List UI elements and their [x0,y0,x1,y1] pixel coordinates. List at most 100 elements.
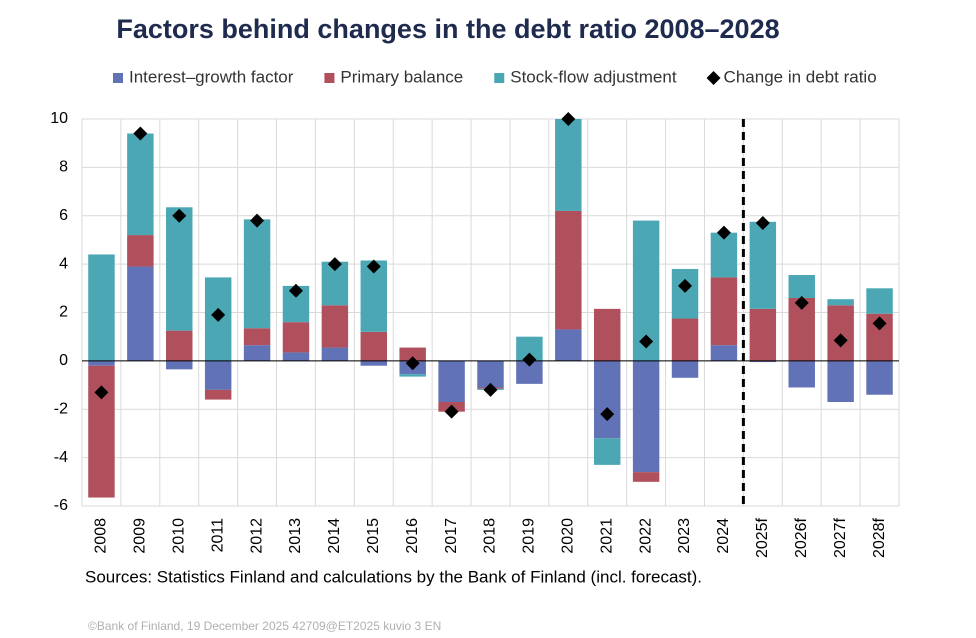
bar-segment [321,347,349,361]
bar-segment [360,331,388,361]
bar-segment [632,360,660,473]
bar-segment [88,254,115,361]
x-tick-label: 2024 [715,518,732,554]
y-tick-label: 6 [59,207,68,224]
x-tick-label: 2010 [170,518,187,554]
bar-segment [282,352,310,361]
bar-segment [710,277,738,346]
x-tick-label: 2016 [404,518,421,554]
bar-segment [671,318,699,361]
debt-change-marker [833,333,848,348]
bar-segment [243,328,271,346]
legend-label: Interest–growth factor [129,67,294,86]
bar-segment [88,360,115,366]
x-tick-label: 2014 [326,518,343,554]
debt-change-marker [94,385,109,400]
debt-change-marker [172,208,187,223]
legend-swatch [494,73,505,83]
bar-segment [360,360,388,366]
bar-segment [204,389,232,400]
debt-change-marker [600,407,615,422]
x-tick-label: 2018 [482,518,499,554]
x-tick-label: 2027f [832,517,849,558]
footer: ©Bank of Finland, 19 December 2025 42709… [88,619,441,633]
x-tick-label: 2009 [132,518,149,554]
bar-segment [166,207,193,331]
bar-segment [593,360,621,439]
bar-segment [127,266,154,361]
legend-marker [706,71,721,85]
bar-segment [321,305,349,348]
bar-segment [555,329,582,361]
x-tick-label: 2021 [598,518,615,554]
y-tick-label: -2 [54,400,68,417]
bar-segment [593,438,621,465]
bar-segment [749,360,777,363]
bar-segment [593,308,621,361]
debt-change-marker [561,112,576,126]
debt-change-marker [716,225,731,240]
bar-segment [710,345,738,361]
x-tick-label: 2020 [560,518,577,554]
debt-change-marker [250,213,265,228]
bar-segment [788,360,815,388]
debt-change-marker [678,278,693,293]
debt-change-marker [444,404,459,419]
debt-change-marker [327,257,342,272]
bar-segment [243,345,271,361]
x-tick-label: 2017 [443,518,460,554]
debt-change-marker [794,295,809,310]
y-tick-label: -6 [54,497,68,514]
bar-segment [166,330,193,361]
bar-segment [555,119,582,211]
bar-segment [671,360,699,378]
bar-segment [866,288,893,314]
legend-label: Stock-flow adjustment [510,67,677,86]
x-tick-label: 2028f [871,517,888,558]
legend-swatch [324,73,335,83]
debt-change-marker [405,356,420,371]
bar-segment [632,472,660,482]
debt-change-marker [133,126,148,141]
debt-change-marker [366,259,381,274]
bar-segment [827,299,854,306]
bar-segment [399,374,426,377]
debt-change-marker [288,283,303,298]
legend-swatch [113,73,123,83]
y-tick-label: 10 [50,110,68,127]
legend-label: Change in debt ratio [724,67,877,86]
bar-segment [749,221,777,309]
y-tick-label: 4 [59,255,68,272]
bar-segment [127,235,154,267]
bar-segment [827,360,854,402]
x-tick-label: 2008 [93,518,110,554]
debt-change-marker [522,352,537,367]
debt-change-marker [639,334,654,349]
debt-change-marker [872,316,887,331]
y-tick-label: -4 [54,449,68,466]
y-tick-label: 0 [59,352,68,369]
bar-segment [866,360,893,395]
bar-segment [204,360,232,390]
chart-title: Factors behind changes in the debt ratio… [116,14,779,44]
bar-segment [516,360,543,384]
bar-segment [166,360,193,370]
source-note: Sources: Statistics Finland and calculat… [85,567,702,586]
bar-segment [827,305,854,361]
bar-segment [282,322,310,353]
y-tick-label: 2 [59,304,68,321]
debt-change-marker [755,216,770,231]
x-tick-label: 2012 [248,518,265,554]
x-tick-label: 2011 [209,518,226,553]
bar-segment [788,275,815,298]
debt-change-marker [483,382,498,397]
legend-label: Primary balance [340,67,463,86]
bar-segment [710,232,738,278]
bar-segment [749,308,777,361]
x-tick-label: 2025f [754,517,771,558]
bar-segment [399,347,426,361]
x-tick-label: 2023 [676,518,693,554]
y-tick-label: 8 [59,159,68,176]
x-tick-label: 2015 [365,518,382,554]
